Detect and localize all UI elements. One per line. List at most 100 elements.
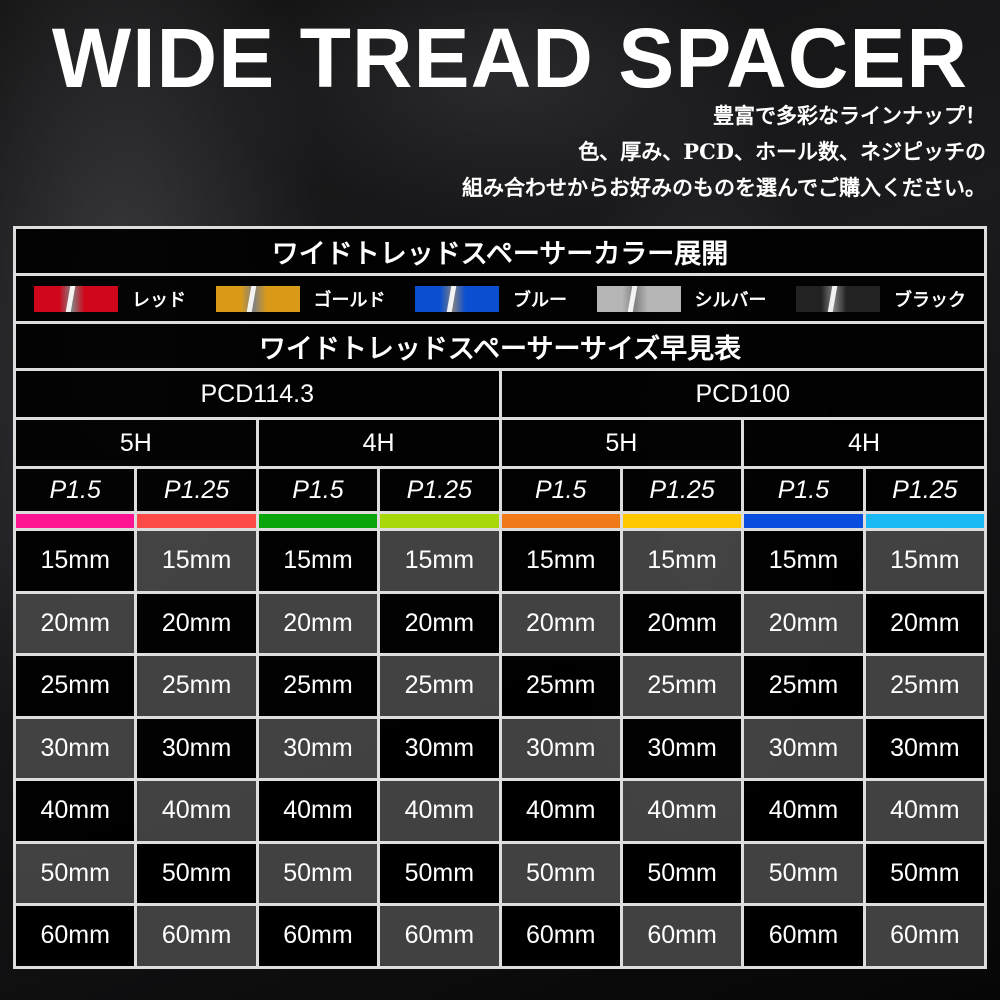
size-cell: 60mm xyxy=(498,903,623,969)
color-strip xyxy=(741,511,866,531)
thread-pitch-header: P1.5 xyxy=(255,466,381,514)
size-cell: 50mm xyxy=(12,840,138,906)
size-cell: 20mm xyxy=(498,590,623,656)
subtitle-line: 豊富で多彩なラインナップ！ xyxy=(713,103,986,128)
pcd-header: PCD114.3 xyxy=(13,368,502,420)
size-cell: 60mm xyxy=(255,903,381,969)
color-item: ブラック xyxy=(796,285,966,312)
size-row: 25mm 25mm 25mm 25mm 25mm 25mm 25mm 25mm xyxy=(12,653,988,719)
thread-pitch-header: P1.25 xyxy=(377,466,502,514)
color-item: ブルー xyxy=(415,285,567,312)
size-cell: 60mm xyxy=(862,903,988,969)
size-cell: 20mm xyxy=(619,590,745,656)
size-cell: 20mm xyxy=(862,590,988,656)
size-section-title: ワイドトレッドスペーサーサイズ早見表 xyxy=(13,321,987,371)
color-strip xyxy=(377,511,502,531)
size-cell: 20mm xyxy=(12,590,138,656)
color-label: シルバー xyxy=(694,289,767,310)
size-cell: 15mm xyxy=(255,528,381,594)
size-cell: 40mm xyxy=(619,778,745,844)
size-row: 40mm 40mm 40mm 40mm 40mm 40mm 40mm 40mm xyxy=(12,778,988,844)
hole-count-header: 5H xyxy=(498,417,745,469)
thread-pitch-header: P1.5 xyxy=(498,466,623,514)
size-cell: 25mm xyxy=(255,653,381,719)
size-cell: 50mm xyxy=(255,840,381,906)
subtitle-line: 色、厚み、PCD、ホール数、ネジピッチの xyxy=(578,139,986,164)
size-cell: 30mm xyxy=(255,715,381,781)
size-cell: 50mm xyxy=(134,840,259,906)
color-swatch xyxy=(215,285,300,312)
size-cell: 50mm xyxy=(741,840,866,906)
size-cell: 60mm xyxy=(741,903,866,969)
size-row: 60mm 60mm 60mm 60mm 60mm 60mm 60mm 60mm xyxy=(12,903,988,969)
color-label: ゴールド xyxy=(313,289,386,310)
color-strip xyxy=(862,511,988,531)
size-cell: 20mm xyxy=(377,590,502,656)
size-cell: 60mm xyxy=(377,903,502,969)
color-strip xyxy=(134,511,259,531)
hole-count-header: 5H xyxy=(13,417,259,469)
color-list: レッド ゴールド ブルー シルバー ブラック xyxy=(13,273,987,324)
size-cell: 50mm xyxy=(862,840,988,906)
size-cell: 25mm xyxy=(134,653,259,719)
size-cell: 15mm xyxy=(134,528,259,594)
thread-pitch-header: P1.5 xyxy=(741,466,866,514)
size-cell: 30mm xyxy=(862,715,988,781)
size-cell: 25mm xyxy=(862,653,988,719)
spec-table: ワイドトレッドスペーサーカラー展開 レッド ゴールド ブルー シルバー ブラック ワイド… xyxy=(12,226,988,969)
size-row: 30mm 30mm 30mm 30mm 30mm 30mm 30mm 30mm xyxy=(12,715,988,781)
color-strip xyxy=(498,511,623,531)
color-item: シルバー xyxy=(596,285,767,312)
page-title: WIDE TREAD SPACER xyxy=(51,11,969,105)
color-label: ブルー xyxy=(513,289,567,310)
size-cell: 30mm xyxy=(134,715,259,781)
size-cell: 15mm xyxy=(498,528,623,594)
color-strip xyxy=(12,511,138,531)
subtitle: 豊富で多彩なラインナップ！ 色、厚み、PCD、ホール数、ネジピッチの 組み合わせ… xyxy=(462,98,986,206)
thread-pitch-header: P1.5 xyxy=(12,466,138,514)
size-cell: 15mm xyxy=(12,528,138,594)
size-cell: 40mm xyxy=(134,778,259,844)
size-cell: 50mm xyxy=(498,840,623,906)
size-cell: 20mm xyxy=(134,590,259,656)
color-swatch xyxy=(596,285,681,312)
size-cell: 25mm xyxy=(741,653,866,719)
size-cell: 30mm xyxy=(12,715,138,781)
size-cell: 25mm xyxy=(619,653,745,719)
size-cell: 30mm xyxy=(498,715,623,781)
size-cell: 20mm xyxy=(255,590,381,656)
size-cell: 40mm xyxy=(12,778,138,844)
size-cell: 30mm xyxy=(619,715,745,781)
size-cell: 15mm xyxy=(862,528,988,594)
size-cell: 40mm xyxy=(255,778,381,844)
size-cell: 25mm xyxy=(498,653,623,719)
hole-count-header: 4H xyxy=(255,417,502,469)
size-cell: 40mm xyxy=(862,778,988,844)
subtitle-line: 組み合わせからお好みのものを選んでご購入ください。 xyxy=(462,175,986,200)
color-swatch xyxy=(415,285,499,312)
color-strip xyxy=(255,511,381,531)
size-cell: 60mm xyxy=(134,903,259,969)
color-strip xyxy=(619,511,745,531)
size-row: 15mm 15mm 15mm 15mm 15mm 15mm 15mm 15mm xyxy=(12,528,988,594)
color-label: レッド xyxy=(132,289,186,310)
color-label: ブラック xyxy=(894,289,966,310)
color-item: ゴールド xyxy=(215,285,386,312)
size-cell: 50mm xyxy=(377,840,502,906)
size-cell: 60mm xyxy=(619,903,745,969)
size-cell: 15mm xyxy=(619,528,745,594)
thread-pitch-header: P1.25 xyxy=(862,466,988,514)
thread-pitch-header: P1.25 xyxy=(619,466,745,514)
size-row: 20mm 20mm 20mm 20mm 20mm 20mm 20mm 20mm xyxy=(12,590,988,656)
size-cell: 20mm xyxy=(741,590,866,656)
size-cell: 25mm xyxy=(377,653,502,719)
size-cell: 40mm xyxy=(741,778,866,844)
size-cell: 30mm xyxy=(377,715,502,781)
size-cell: 50mm xyxy=(619,840,745,906)
size-cell: 40mm xyxy=(377,778,502,844)
size-cell: 60mm xyxy=(12,903,138,969)
color-item: レッド xyxy=(34,285,186,312)
size-cell: 30mm xyxy=(741,715,866,781)
size-cell: 25mm xyxy=(12,653,138,719)
thread-pitch-header: P1.25 xyxy=(134,466,259,514)
